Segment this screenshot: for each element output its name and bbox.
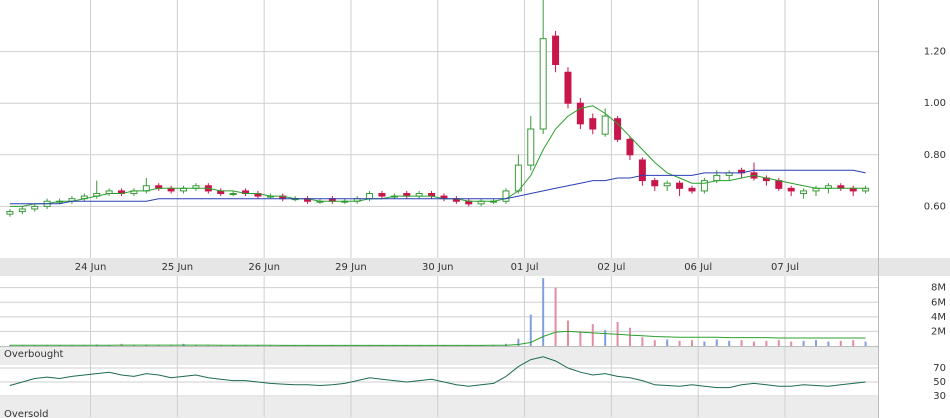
date-strip: [0, 258, 950, 276]
y-tick-label: 0.80: [924, 150, 946, 161]
volume-bar: [145, 345, 148, 346]
volume-bar: [864, 341, 867, 346]
y-tick-label: 1.20: [924, 47, 946, 58]
volume-bar: [666, 339, 669, 346]
candle-body: [800, 190, 808, 194]
x-tick-label: 07 Jul: [771, 262, 799, 273]
volume-bar: [542, 278, 545, 346]
volume-bar: [740, 340, 743, 346]
volume-bar: [641, 337, 644, 346]
candle-body: [614, 118, 622, 140]
y-tick-label: 30: [933, 391, 946, 402]
x-tick-label: 06 Jul: [684, 262, 712, 273]
candle-body: [552, 35, 560, 65]
volume-bar: [194, 345, 197, 346]
volume-bar: [839, 340, 842, 346]
candle-body: [626, 138, 634, 156]
candle-body: [676, 182, 684, 189]
x-tick-label: 01 Jul: [511, 262, 539, 273]
volume-bar: [752, 341, 755, 346]
x-tick-label: 29 Jun: [335, 262, 367, 273]
overbought-band: [0, 347, 878, 365]
volume-bar: [728, 340, 731, 346]
y-tick-label: 0.60: [924, 201, 946, 212]
candle-body: [31, 205, 39, 210]
x-tick-label: 02 Jul: [597, 262, 625, 273]
candle-body: [589, 118, 597, 130]
volume-bar: [157, 345, 160, 346]
volume-bar: [132, 345, 135, 347]
candle-body: [527, 128, 535, 166]
y-tick-label: 1.00: [924, 98, 946, 109]
volume-bar: [170, 345, 173, 346]
candle-body: [688, 187, 696, 192]
y-tick-label: 4M: [931, 312, 946, 323]
volume-bar: [46, 345, 49, 347]
volume-bar: [653, 340, 656, 346]
x-tick-label: 30 Jun: [422, 262, 454, 273]
volume-bar: [517, 338, 520, 346]
volume-bar: [579, 331, 582, 346]
volume-bar: [814, 340, 817, 346]
candle-body: [651, 180, 659, 187]
candle-body: [18, 208, 26, 213]
candle-body: [601, 115, 609, 135]
volume-bar: [777, 340, 780, 346]
volume-bar: [802, 340, 805, 346]
candle-body: [663, 182, 671, 187]
volume-bar: [207, 345, 210, 346]
volume-bar: [703, 341, 706, 346]
candle-body: [713, 174, 721, 182]
candle-body: [502, 190, 510, 202]
candle-body: [775, 180, 783, 189]
candle-body: [564, 71, 572, 104]
volume-bar: [765, 340, 768, 346]
x-tick-label: 25 Jun: [162, 262, 194, 273]
volume-bar: [790, 341, 793, 346]
candle-body: [378, 193, 386, 197]
volume-bar: [678, 340, 681, 346]
oversold-band: [0, 397, 878, 418]
y-tick-label: 6M: [931, 297, 946, 308]
moving-average: [9, 169, 866, 205]
moving-average: [9, 105, 866, 207]
candle-body: [787, 187, 795, 192]
volume-bar: [269, 345, 272, 347]
volume-bar: [852, 340, 855, 346]
volume-bar: [529, 314, 532, 346]
volume-average: [9, 330, 866, 346]
candle-body: [539, 38, 547, 130]
volume-bar: [604, 329, 607, 346]
y-tick-label: 2M: [931, 326, 946, 337]
annotation: Oversold: [4, 409, 49, 418]
candle-body: [700, 180, 708, 192]
volume-bar: [690, 340, 693, 346]
volume-bar: [219, 345, 222, 347]
candle-body: [6, 211, 14, 215]
volume-bar: [715, 339, 718, 346]
volume-bar: [554, 287, 557, 346]
y-tick-label: 8M: [931, 283, 946, 294]
volume-bar: [591, 324, 594, 346]
x-tick-label: 24 Jun: [75, 262, 107, 273]
volume-bar: [827, 341, 830, 346]
x-tick-label: 26 Jun: [248, 262, 280, 273]
volume-bar: [628, 327, 631, 346]
candle-body: [576, 102, 584, 125]
candle-body: [638, 159, 646, 182]
annotation: Overbought: [4, 349, 64, 360]
y-tick-label: 50: [933, 377, 946, 388]
candle-body: [514, 164, 522, 192]
candle-body: [366, 193, 374, 200]
rsi-line: [9, 356, 866, 389]
candle-body: [229, 193, 237, 195]
y-tick-label: 70: [933, 363, 946, 374]
volume-bar: [566, 320, 569, 346]
